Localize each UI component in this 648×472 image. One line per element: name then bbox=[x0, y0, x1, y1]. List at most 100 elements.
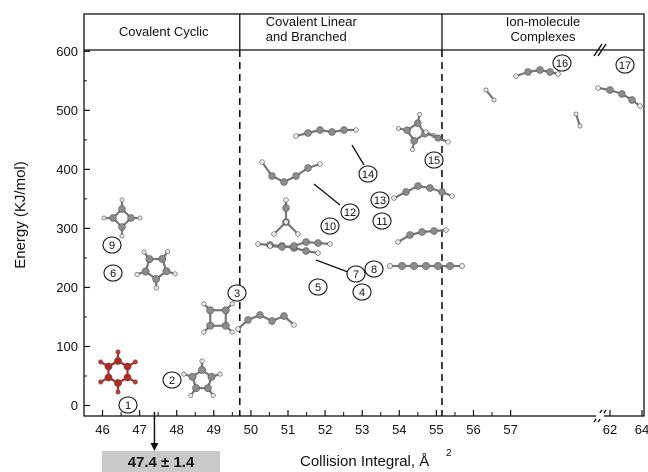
atom bbox=[158, 255, 167, 263]
atom bbox=[414, 182, 422, 190]
atom bbox=[282, 204, 290, 212]
region-label: and Branched bbox=[266, 29, 347, 44]
atom bbox=[328, 128, 336, 136]
atom bbox=[141, 267, 150, 276]
atom bbox=[278, 243, 286, 251]
atom bbox=[152, 275, 161, 283]
atom bbox=[268, 172, 276, 180]
atom bbox=[206, 306, 215, 315]
atom bbox=[134, 271, 140, 277]
x-axis: 46 47 48 49 50 51 52 53 54 55 56 57 62 64 bbox=[95, 43, 648, 437]
atom bbox=[555, 71, 561, 77]
structure-number-label: 14 bbox=[362, 169, 374, 181]
structure-number-badge bbox=[162, 371, 182, 389]
atom bbox=[259, 159, 265, 165]
structure-number-label: 16 bbox=[556, 58, 568, 70]
x-tick-label: 47 bbox=[132, 422, 146, 437]
atom bbox=[118, 205, 126, 213]
atom bbox=[573, 111, 579, 117]
structure-number-badge bbox=[340, 203, 360, 221]
atom bbox=[391, 195, 397, 201]
atom bbox=[291, 322, 297, 328]
plot-frame-group bbox=[83, 13, 645, 417]
structure-number-label: 10 bbox=[324, 221, 336, 233]
structure-4 bbox=[255, 241, 321, 256]
atom bbox=[483, 87, 489, 93]
atom bbox=[292, 172, 300, 180]
structure-9 bbox=[101, 197, 143, 239]
x-axis-title-superscript: 2 bbox=[446, 448, 452, 459]
atom bbox=[304, 164, 312, 172]
atom bbox=[628, 96, 636, 104]
atom bbox=[162, 267, 171, 276]
atom bbox=[402, 188, 410, 196]
atom bbox=[201, 329, 207, 335]
atom bbox=[201, 301, 207, 307]
atom bbox=[98, 379, 104, 385]
atom bbox=[449, 193, 455, 199]
x-tick-label: 46 bbox=[95, 422, 109, 437]
atom bbox=[418, 228, 426, 236]
structure-3 bbox=[201, 301, 235, 335]
atom bbox=[406, 231, 414, 239]
structure-12 bbox=[259, 159, 323, 186]
leader-line bbox=[351, 144, 365, 166]
structure-17 bbox=[573, 85, 643, 129]
axis-break-gap bbox=[596, 413, 604, 419]
x-tick-label: 62 bbox=[603, 422, 617, 437]
plot-frame bbox=[83, 13, 645, 417]
atom bbox=[395, 239, 401, 245]
structure-number-label: 3 bbox=[234, 288, 240, 300]
x-tick-label: 51 bbox=[281, 422, 295, 437]
atom bbox=[426, 184, 434, 192]
structure-number-badge bbox=[552, 54, 572, 72]
atom bbox=[317, 161, 323, 167]
structure-number-badge bbox=[372, 212, 392, 230]
structure-number-label: 12 bbox=[344, 207, 356, 219]
atom bbox=[118, 223, 126, 231]
structure-15 bbox=[396, 112, 451, 152]
y-tick-label: 300 bbox=[56, 221, 78, 236]
atom bbox=[606, 86, 614, 94]
atom bbox=[145, 255, 154, 264]
atom bbox=[244, 316, 252, 324]
region-label: Ion-molecule bbox=[506, 14, 580, 29]
atom bbox=[434, 134, 442, 142]
y-tick-label: 100 bbox=[56, 339, 78, 354]
atom bbox=[387, 263, 393, 269]
atom bbox=[513, 73, 519, 79]
atom bbox=[446, 262, 454, 270]
atom bbox=[188, 392, 194, 398]
atom bbox=[280, 312, 288, 320]
structure-number-badge bbox=[424, 151, 444, 169]
structure-14 bbox=[293, 126, 359, 139]
x-axis-title: Collision Integral, Å bbox=[300, 453, 429, 470]
structure-number-badge bbox=[102, 236, 122, 254]
atom bbox=[192, 384, 201, 392]
x-tick-label: 50 bbox=[244, 422, 258, 437]
atom bbox=[255, 241, 261, 247]
atom bbox=[188, 373, 197, 381]
atom bbox=[203, 384, 212, 392]
structure-number-badge bbox=[320, 217, 340, 235]
atom bbox=[229, 301, 235, 307]
structure-number-label: 9 bbox=[109, 240, 115, 252]
structure-number-label: 5 bbox=[315, 282, 321, 294]
atom bbox=[123, 362, 132, 371]
atom bbox=[221, 321, 230, 330]
atom bbox=[438, 188, 446, 196]
leader-line bbox=[315, 259, 349, 273]
atom bbox=[280, 178, 288, 186]
structure-16 bbox=[483, 66, 561, 103]
x-tick-label: 52 bbox=[318, 422, 332, 437]
atom bbox=[198, 366, 206, 374]
atom bbox=[302, 247, 310, 255]
atom bbox=[340, 126, 348, 134]
atom bbox=[637, 103, 643, 109]
region-label: Covalent Cyclic bbox=[119, 24, 209, 39]
atom bbox=[271, 231, 277, 237]
structure-number-badge bbox=[615, 56, 635, 74]
region-dividers bbox=[238, 14, 443, 416]
